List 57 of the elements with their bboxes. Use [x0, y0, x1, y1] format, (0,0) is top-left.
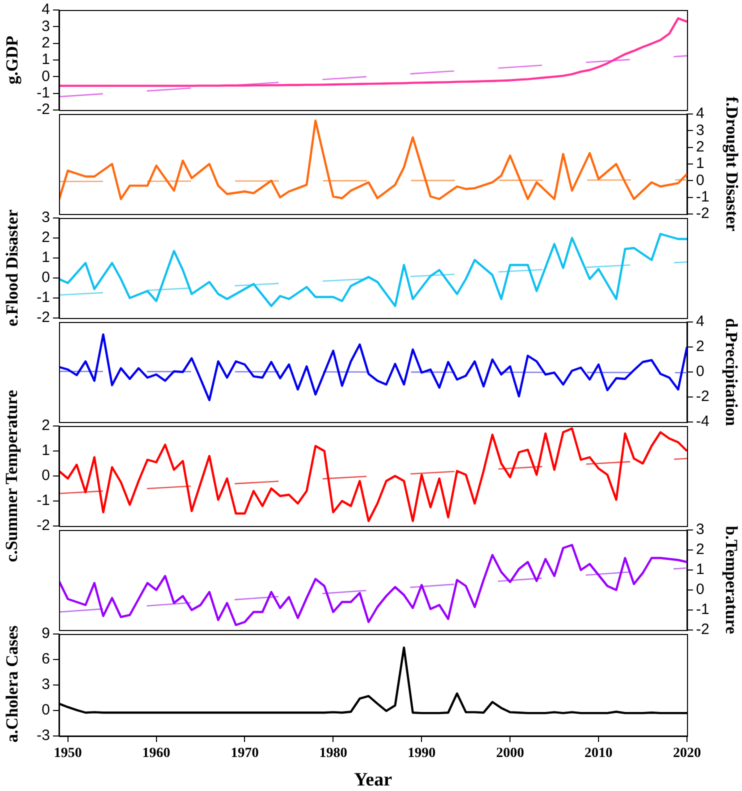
y2-tick-label: 1: [696, 155, 704, 172]
x-axis-title: Year: [354, 770, 393, 791]
y-tick-label: -1: [36, 492, 50, 510]
y2-tick-label: 1: [696, 561, 704, 578]
y2-axis-title: d.Precipitation: [720, 318, 741, 426]
y-tick-label: -1: [36, 289, 50, 306]
x-tick-label: 2020: [673, 746, 701, 762]
y-tick-label: 3: [42, 18, 50, 35]
y2-axis-title: f.Drought Disaster: [720, 96, 741, 232]
y2-tick-label: 2: [696, 138, 704, 156]
y-tick-label: 2: [42, 34, 50, 52]
y-tick-label: 1: [42, 249, 50, 266]
y2-tick-label: -1: [696, 188, 710, 206]
x-tick-label: 2000: [496, 746, 524, 762]
y-tick-label: -2: [36, 517, 50, 534]
y-tick-label: 0: [42, 68, 50, 85]
y2-axis-title: b.Temperature: [721, 526, 742, 634]
y2-tick-label: 4: [696, 313, 704, 330]
y-tick-label: 3: [42, 209, 50, 226]
y2-tick-label: -4: [696, 413, 710, 430]
y-tick-label: 4: [42, 1, 50, 18]
y2-tick-label: 2: [696, 338, 704, 356]
y-tick-label: 0: [42, 467, 50, 484]
y-tick-label: 0: [42, 702, 50, 719]
y2-tick-label: 3: [696, 521, 704, 538]
x-tick-label: 1990: [408, 746, 436, 762]
y-tick-label: 1: [42, 51, 50, 68]
y-tick-label: -1: [36, 84, 50, 102]
x-tick-label: 2010: [584, 746, 613, 762]
y2-tick-label: 3: [696, 122, 704, 139]
y2-tick-label: -2: [696, 205, 710, 222]
x-tick-label: 1970: [230, 746, 259, 762]
x-tick-label: 1960: [142, 746, 170, 762]
y-axis-title: a.Cholera Cases: [2, 625, 22, 743]
y2-tick-label: 4: [696, 105, 704, 122]
y-tick-label: -3: [36, 727, 50, 744]
y-tick-label: 2: [42, 417, 50, 434]
y2-tick-label: -1: [696, 601, 710, 618]
y-tick-label: 6: [42, 650, 50, 668]
y-tick-label: -2: [36, 101, 50, 118]
y2-tick-label: -2: [696, 388, 710, 406]
y2-tick-label: 2: [696, 541, 704, 558]
y2-tick-label: 0: [696, 363, 704, 380]
y-tick-label: 0: [42, 269, 50, 286]
y2-tick-label: -2: [696, 621, 710, 638]
y2-tick-label: 0: [696, 172, 704, 189]
y-tick-label: 1: [42, 442, 50, 460]
y-axis-title: c.Summer Temperature: [2, 390, 22, 562]
y-axis-title: e.Flood Disaster: [2, 209, 22, 327]
x-tick-label: 1950: [54, 746, 82, 762]
y-tick-label: 9: [42, 625, 50, 642]
x-tick-label: 1980: [319, 746, 348, 762]
y2-tick-label: 0: [696, 581, 704, 598]
y-tick-label: 2: [42, 229, 50, 246]
y-tick-label: 3: [42, 676, 50, 694]
y-tick-label: -2: [36, 309, 50, 326]
y-axis-title: g.GDP: [2, 36, 22, 84]
